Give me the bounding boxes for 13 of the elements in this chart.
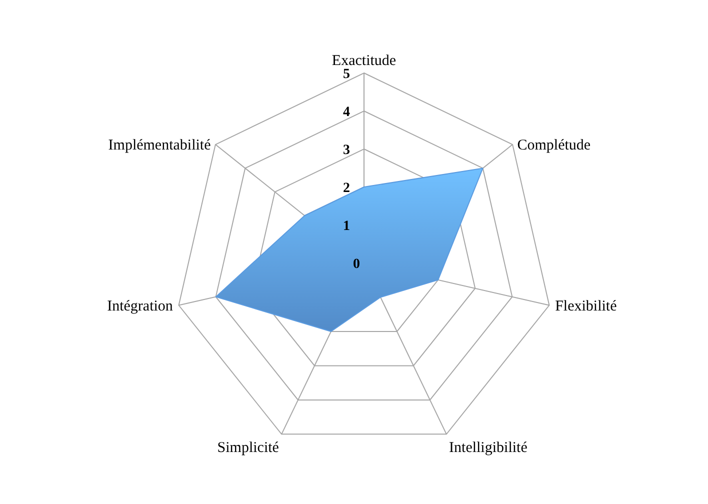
spoke-label: Intelligibilité [449, 440, 528, 456]
y-tick-label: 4 [343, 105, 350, 120]
spoke-label: Simplicité [217, 440, 280, 456]
y-tick-label: 3 [343, 143, 350, 158]
spoke-label: Complétude [517, 138, 591, 154]
y-tick-label: 0 [353, 257, 360, 272]
spoke-label: Exactitude [332, 53, 396, 69]
y-tick-label: 1 [343, 219, 350, 234]
spoke-label: Implémentabilité [108, 138, 212, 154]
spoke-label: Intégration [107, 298, 174, 314]
y-tick-label: 2 [343, 181, 350, 196]
spoke-label: Flexibilité [555, 298, 618, 314]
y-tick-label: 5 [343, 67, 350, 82]
